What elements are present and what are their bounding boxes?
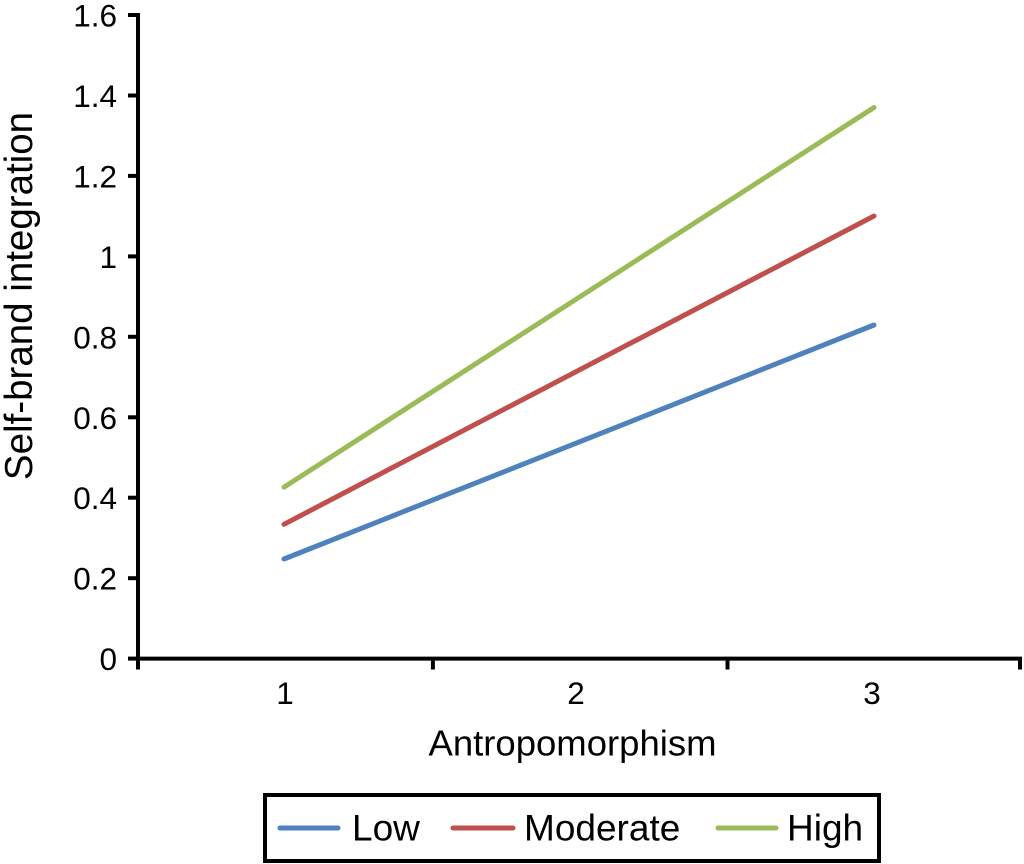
svg-text:3: 3 bbox=[863, 675, 881, 711]
svg-text:0.6: 0.6 bbox=[73, 400, 117, 436]
svg-text:1.2: 1.2 bbox=[73, 158, 117, 194]
svg-text:0.2: 0.2 bbox=[73, 561, 117, 597]
svg-text:0.8: 0.8 bbox=[73, 319, 117, 355]
svg-text:0: 0 bbox=[99, 641, 117, 677]
svg-text:Self-brand integration: Self-brand integration bbox=[0, 112, 41, 480]
svg-text:High: High bbox=[787, 808, 863, 849]
svg-text:Moderate: Moderate bbox=[524, 808, 680, 849]
svg-text:0.4: 0.4 bbox=[73, 480, 117, 516]
svg-text:Antropomorphism: Antropomorphism bbox=[428, 723, 716, 764]
svg-text:1.6: 1.6 bbox=[73, 0, 117, 34]
svg-text:1: 1 bbox=[99, 239, 117, 275]
svg-text:Low: Low bbox=[352, 808, 420, 849]
svg-text:2: 2 bbox=[567, 675, 585, 711]
svg-text:1.4: 1.4 bbox=[73, 78, 117, 114]
svg-text:1: 1 bbox=[276, 675, 294, 711]
